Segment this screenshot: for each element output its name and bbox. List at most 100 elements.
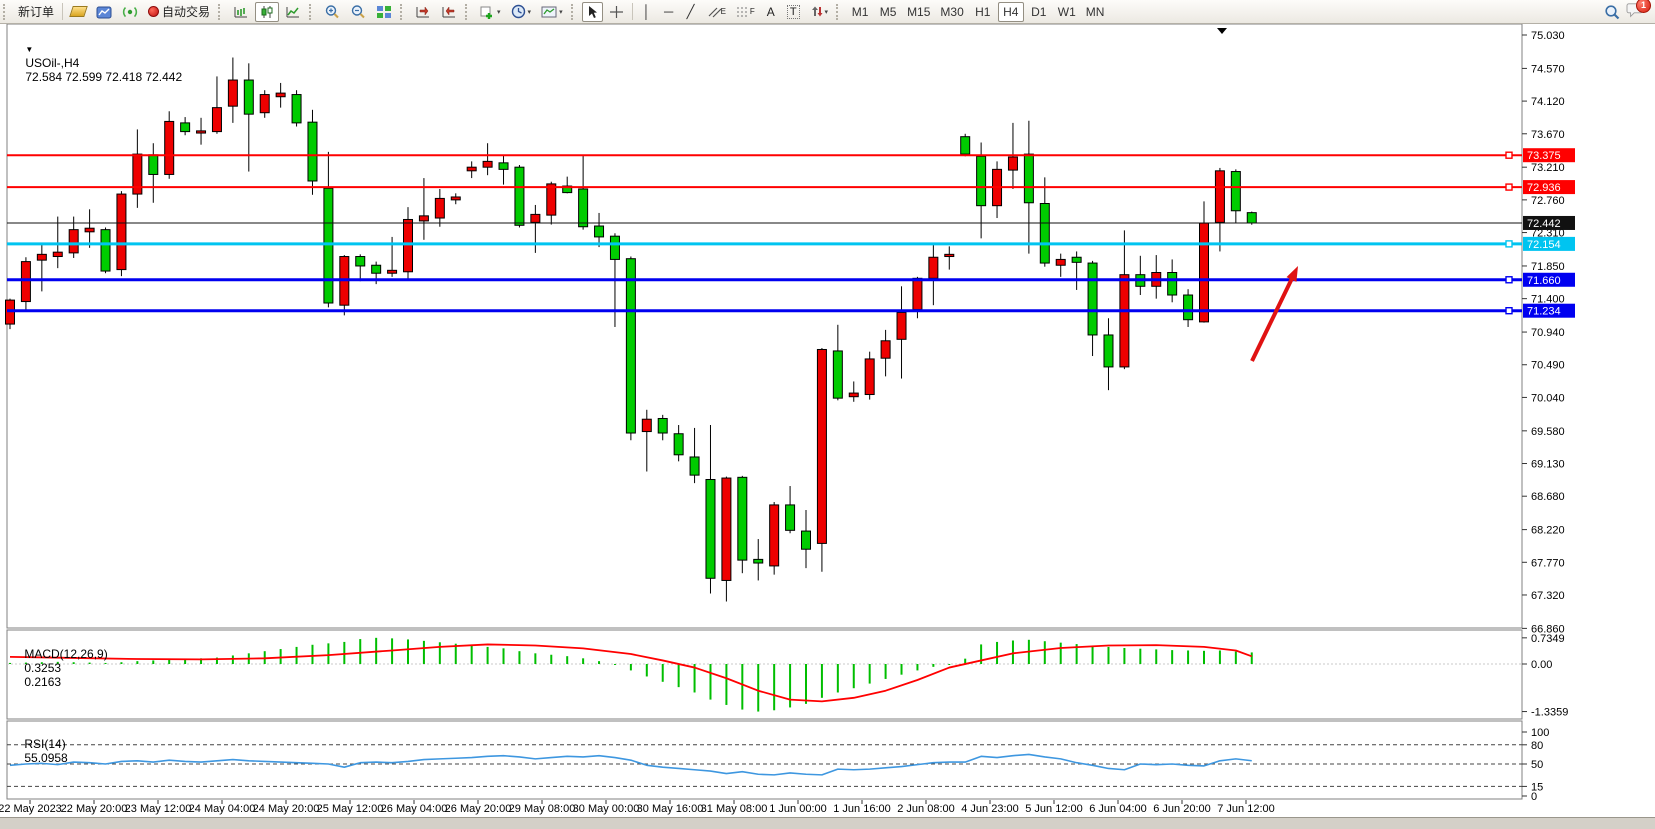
trend-arrow[interactable]	[1250, 274, 1296, 362]
template-icon	[541, 6, 557, 17]
candle	[848, 381, 859, 402]
candle	[450, 193, 461, 205]
candle	[960, 133, 971, 157]
search-button[interactable]	[1600, 2, 1625, 22]
vertical-line-tool[interactable]: │	[637, 2, 657, 22]
auto-scroll-button[interactable]	[411, 2, 435, 22]
price-tick-label: 67.770	[1531, 557, 1565, 569]
toolbar-grip	[570, 3, 577, 20]
price-tick-label: 68.220	[1531, 525, 1565, 537]
chart-title: ▼ USOil-,H4 72.584 72.599 72.418 72.442	[12, 28, 182, 98]
price-badge-label: 72.936	[1527, 182, 1561, 194]
zoom-in-button[interactable]	[320, 2, 344, 22]
timeframe-m5-button[interactable]: M5	[875, 2, 901, 22]
new-order-button[interactable]: 新订单	[14, 2, 58, 22]
timeframe-m15-button[interactable]: M15	[903, 2, 934, 22]
time-tick-label: 1 Jun 16:00	[833, 803, 891, 815]
rsi-tick-label: 50	[1531, 759, 1543, 771]
add-indicator-button[interactable]: ▾	[476, 2, 505, 22]
price-tick-label: 75.030	[1531, 30, 1565, 42]
candle	[1055, 253, 1066, 277]
line-chart-button[interactable]	[281, 2, 305, 22]
autotrade-button[interactable]: 自动交易	[144, 2, 214, 22]
candle	[657, 414, 668, 441]
crosshair-tool-button[interactable]	[605, 2, 628, 22]
candle	[1071, 251, 1082, 290]
timeframe-h4-button[interactable]: H4	[997, 1, 1024, 22]
trendline-tool[interactable]: ╱	[681, 2, 701, 22]
price-badge-label: 71.234	[1527, 306, 1561, 318]
market-watch-button[interactable]	[92, 2, 116, 22]
data-window-button[interactable]	[118, 2, 142, 22]
candle	[1119, 230, 1130, 370]
text-tool-letter: A	[766, 4, 775, 19]
period-button[interactable]: ▾	[507, 2, 536, 22]
trend-arrow-head[interactable]	[1286, 266, 1298, 282]
candle	[1230, 169, 1241, 224]
zoom-out-button[interactable]	[346, 2, 370, 22]
cursor-tool-button[interactable]	[581, 1, 603, 22]
price-chart[interactable]: 75.030 74.570 74.120 73.670 73.210 72.760 72.3…	[0, 23, 1655, 829]
candle	[1183, 289, 1194, 327]
price-tick-label: 66.860	[1531, 623, 1565, 635]
time-tick-label: 22 May 2023	[0, 803, 62, 815]
main-panel[interactable]	[6, 23, 1523, 629]
label-tool[interactable]: T	[783, 2, 804, 22]
timeframe-h1-button[interactable]: H1	[970, 2, 996, 22]
chevron-down-icon: ▾	[559, 8, 563, 16]
candle	[737, 475, 748, 574]
macd-panel[interactable]	[6, 629, 1523, 720]
autotrade-label: 自动交易	[162, 5, 211, 19]
notification-button[interactable]: 1	[1626, 0, 1651, 22]
price-tick-label: 74.570	[1531, 63, 1565, 75]
hline-handle[interactable]	[1505, 307, 1513, 315]
channel-tool[interactable]: E	[703, 2, 730, 22]
bar-chart-button[interactable]	[229, 2, 253, 22]
tile-windows-button[interactable]	[372, 2, 396, 22]
candle	[753, 539, 764, 581]
horizontal-line-tool[interactable]: ─	[659, 2, 679, 22]
timeframe-d1-button[interactable]: D1	[1026, 2, 1052, 22]
new-chart-button[interactable]	[67, 2, 90, 22]
candle	[944, 246, 955, 270]
timeframe-w1-button[interactable]: W1	[1054, 2, 1080, 22]
chevron-down-icon: ▾	[824, 8, 829, 16]
timeframe-mn-button[interactable]: MN	[1082, 2, 1109, 22]
chart-window: 75.030 74.570 74.120 73.670 73.210 72.760 72.3…	[0, 23, 1655, 829]
candle	[816, 348, 827, 572]
candle	[116, 191, 127, 277]
candle	[20, 257, 31, 311]
candle	[976, 142, 987, 239]
candle	[434, 188, 445, 227]
fibonacci-tool[interactable]: F	[732, 2, 759, 22]
text-tool[interactable]: A	[761, 2, 781, 22]
rsi-value: 55.0958	[24, 751, 68, 765]
rsi-line	[9, 753, 1252, 776]
timeframe-m30-button[interactable]: M30	[936, 2, 967, 22]
candlestick-chart-button[interactable]	[255, 1, 280, 22]
price-badge-label: 71.660	[1527, 275, 1561, 287]
collapse-arrow-icon[interactable]: ▼	[25, 45, 34, 54]
candle	[864, 351, 875, 400]
chart-shift-button[interactable]	[437, 2, 461, 22]
candle	[1103, 318, 1114, 391]
hline-handle[interactable]	[1505, 240, 1513, 248]
template-button[interactable]: ▾	[537, 2, 567, 22]
vertical-line-icon: │	[642, 4, 651, 19]
macd-signal-line	[9, 643, 1253, 703]
candle	[546, 181, 557, 225]
candle	[164, 111, 175, 179]
timeframe-m1-button[interactable]: M1	[847, 2, 873, 22]
hline-handle[interactable]	[1505, 183, 1513, 191]
price-tick-label: 69.130	[1531, 459, 1565, 471]
arrows-tool[interactable]: ▾	[806, 2, 833, 22]
candle	[84, 209, 95, 248]
hline-handle[interactable]	[1505, 276, 1513, 284]
candle	[1214, 167, 1225, 252]
macd-histogram	[9, 637, 1253, 712]
hline-handle[interactable]	[1505, 151, 1513, 159]
candle	[578, 154, 589, 230]
time-tick-label: 29 May 08:00	[509, 803, 576, 815]
window-bottom-edge	[0, 817, 1655, 829]
